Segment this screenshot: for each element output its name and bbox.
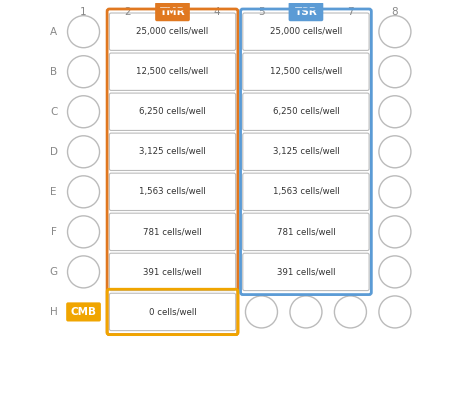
FancyBboxPatch shape <box>109 53 236 91</box>
FancyBboxPatch shape <box>155 2 190 21</box>
Circle shape <box>379 176 411 208</box>
Circle shape <box>246 15 277 48</box>
Text: B: B <box>50 67 57 77</box>
Circle shape <box>246 176 277 208</box>
FancyBboxPatch shape <box>243 13 369 50</box>
FancyBboxPatch shape <box>66 303 101 322</box>
Text: 391 cells/well: 391 cells/well <box>143 268 202 276</box>
Text: 781 cells/well: 781 cells/well <box>277 227 335 236</box>
FancyBboxPatch shape <box>289 2 323 21</box>
Text: 8: 8 <box>392 7 398 17</box>
Circle shape <box>290 296 322 328</box>
Circle shape <box>67 176 100 208</box>
Text: D: D <box>50 147 58 157</box>
Text: C: C <box>50 107 57 117</box>
Text: G: G <box>50 267 58 277</box>
Text: 4: 4 <box>214 7 220 17</box>
Circle shape <box>67 216 100 248</box>
Text: H: H <box>50 307 58 317</box>
Circle shape <box>379 56 411 88</box>
Text: A: A <box>50 27 57 37</box>
FancyBboxPatch shape <box>109 173 236 210</box>
FancyBboxPatch shape <box>109 213 236 251</box>
Circle shape <box>67 136 100 168</box>
Circle shape <box>246 56 277 88</box>
Text: 3,125 cells/well: 3,125 cells/well <box>273 147 339 156</box>
FancyBboxPatch shape <box>243 213 369 251</box>
FancyBboxPatch shape <box>109 13 236 50</box>
Circle shape <box>379 216 411 248</box>
Text: 12,500 cells/well: 12,500 cells/well <box>137 67 209 76</box>
Text: 25,000 cells/well: 25,000 cells/well <box>137 27 209 36</box>
Text: 6,250 cells/well: 6,250 cells/well <box>139 107 206 116</box>
Text: 25,000 cells/well: 25,000 cells/well <box>270 27 342 36</box>
FancyBboxPatch shape <box>243 253 369 291</box>
Circle shape <box>246 216 277 248</box>
Circle shape <box>379 96 411 128</box>
FancyBboxPatch shape <box>243 93 369 131</box>
Text: TSR: TSR <box>294 7 317 17</box>
FancyBboxPatch shape <box>243 53 369 91</box>
Text: 3,125 cells/well: 3,125 cells/well <box>139 147 206 156</box>
Text: 2: 2 <box>125 7 131 17</box>
Text: 1,563 cells/well: 1,563 cells/well <box>273 187 339 197</box>
Text: 0 cells/well: 0 cells/well <box>149 307 196 316</box>
FancyBboxPatch shape <box>109 293 236 331</box>
Text: 6,250 cells/well: 6,250 cells/well <box>273 107 339 116</box>
Text: 1,563 cells/well: 1,563 cells/well <box>139 187 206 197</box>
Circle shape <box>67 96 100 128</box>
Circle shape <box>335 296 366 328</box>
Text: 5: 5 <box>258 7 265 17</box>
Circle shape <box>67 256 100 288</box>
Text: 12,500 cells/well: 12,500 cells/well <box>270 67 342 76</box>
FancyBboxPatch shape <box>109 253 236 291</box>
Circle shape <box>246 96 277 128</box>
Circle shape <box>379 15 411 48</box>
Text: 7: 7 <box>347 7 354 17</box>
Text: 781 cells/well: 781 cells/well <box>143 227 202 236</box>
FancyBboxPatch shape <box>109 133 236 170</box>
Circle shape <box>246 296 277 328</box>
Circle shape <box>246 136 277 168</box>
Circle shape <box>246 256 277 288</box>
Text: 391 cells/well: 391 cells/well <box>277 268 335 276</box>
Circle shape <box>67 15 100 48</box>
Circle shape <box>379 256 411 288</box>
FancyBboxPatch shape <box>109 93 236 131</box>
Circle shape <box>379 136 411 168</box>
Text: F: F <box>51 227 57 237</box>
Text: TMR: TMR <box>160 7 185 17</box>
FancyBboxPatch shape <box>243 133 369 170</box>
Text: CMB: CMB <box>71 307 97 317</box>
Text: 1: 1 <box>80 7 87 17</box>
Text: E: E <box>51 187 57 197</box>
FancyBboxPatch shape <box>243 173 369 210</box>
Circle shape <box>379 296 411 328</box>
Circle shape <box>67 56 100 88</box>
